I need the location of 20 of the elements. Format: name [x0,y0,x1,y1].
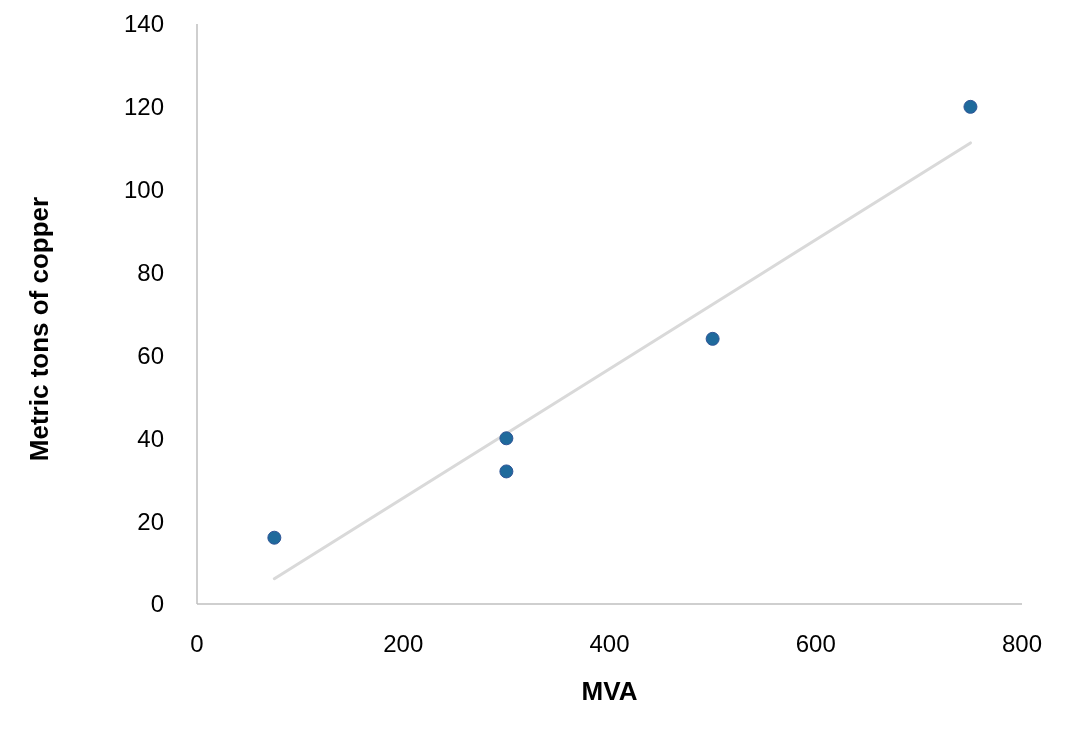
y-axis-title: Metric tons of copper [24,196,54,462]
y-tick-label: 100 [123,176,164,204]
y-tick-label: 0 [150,590,164,618]
x-axis-title: MVA [581,676,638,706]
y-tick-label: 120 [123,93,164,121]
y-tick-label: 80 [137,258,164,286]
point [499,464,514,479]
y-tick-label: 40 [137,424,164,452]
y-tick-label: 140 [123,10,164,38]
point [499,431,514,446]
point [705,331,720,346]
x-tick-label: 0 [190,630,204,657]
y-tick-label: 20 [137,507,164,535]
x-tick-label: 400 [589,630,630,657]
x-tick-label: 200 [383,630,424,657]
x-tick-label: 600 [795,630,836,657]
x-tick-label: 800 [1001,630,1043,657]
point [963,99,978,114]
point [267,530,282,545]
y-tick-label: 60 [137,341,164,369]
